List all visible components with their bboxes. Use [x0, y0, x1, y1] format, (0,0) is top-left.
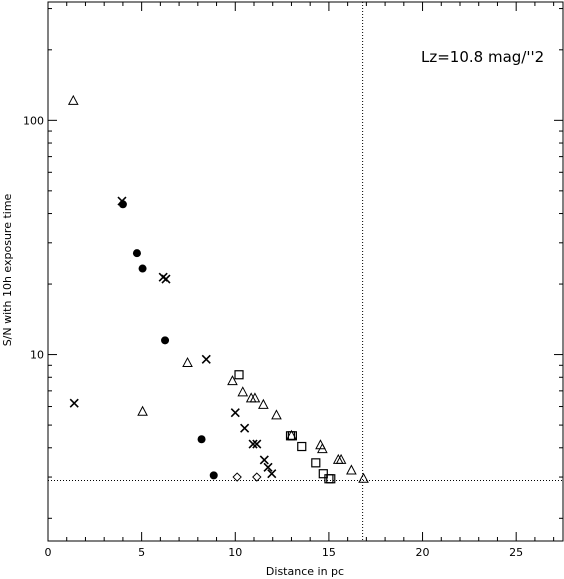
cross-point — [267, 469, 277, 479]
square-point — [297, 441, 307, 452]
cross-point — [252, 439, 262, 449]
circle-point — [197, 435, 206, 444]
x-tick-label: 20 — [416, 546, 430, 559]
diamond-point — [232, 472, 242, 482]
plot-frame — [47, 1, 564, 542]
axis-ticks: 0 5 10 15 20 25 10 100 — [23, 2, 563, 559]
circle-point — [161, 336, 170, 345]
square-point — [324, 474, 334, 484]
circle-point — [138, 264, 147, 273]
square-point — [287, 431, 297, 441]
cross-point — [117, 196, 127, 206]
y-axis-label: S/N with 10h exposure time — [1, 193, 14, 346]
y-tick-label: 10 — [30, 349, 44, 362]
x-tick-label: 0 — [45, 546, 52, 559]
x-axis-label: Distance in pc — [266, 565, 344, 578]
x-tick-label: 15 — [322, 546, 336, 559]
triangle-point — [346, 464, 357, 475]
x-tick-label: 5 — [138, 546, 145, 559]
cross-point — [161, 274, 171, 284]
reference-lines — [48, 2, 563, 541]
triangle-point — [237, 386, 249, 397]
cross-point — [230, 408, 240, 418]
triangle-point — [258, 398, 269, 409]
triangle-point — [182, 356, 193, 368]
cross-point — [201, 354, 211, 364]
diamond-point — [252, 472, 262, 482]
cross-point — [259, 455, 269, 465]
triangle-point — [227, 375, 238, 386]
circle-point — [209, 471, 218, 480]
triangle-point — [335, 453, 347, 464]
triangle-point — [317, 442, 328, 454]
luminosity-annotation: Lz=10.8 mag/''2 — [421, 48, 544, 66]
triangle-point — [358, 472, 369, 483]
circle-point — [132, 249, 141, 258]
triangle-point — [67, 94, 79, 105]
square-point — [318, 469, 328, 479]
triangle-point — [249, 392, 261, 403]
square-point — [326, 474, 336, 484]
data-points — [67, 94, 369, 484]
triangle-point — [137, 405, 148, 416]
square-point — [311, 458, 321, 468]
triangle-point — [271, 409, 282, 420]
cross-point — [248, 439, 258, 449]
cross-point — [263, 462, 273, 472]
x-tick-label: 25 — [509, 546, 523, 559]
cross-point — [69, 398, 79, 408]
cross-point — [240, 423, 250, 433]
x-tick-label: 10 — [228, 546, 242, 559]
y-tick-label: 100 — [23, 114, 44, 127]
square-point — [234, 370, 244, 380]
